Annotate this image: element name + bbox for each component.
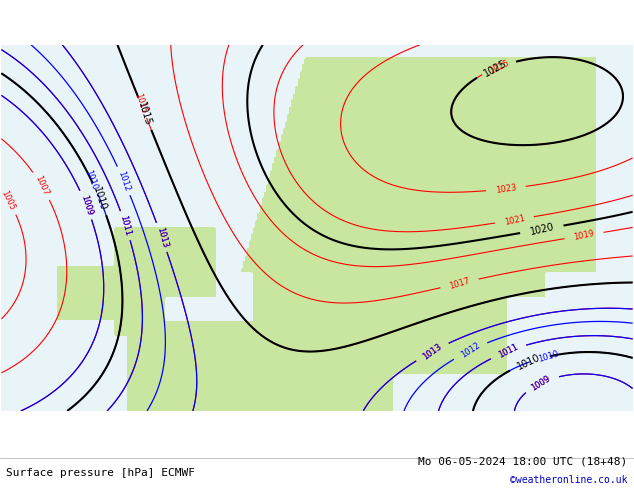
Text: 1007: 1007 [34,174,50,197]
Text: 1010: 1010 [84,169,99,192]
Text: 1012: 1012 [459,341,481,360]
Text: Surface pressure [hPa] ECMWF: Surface pressure [hPa] ECMWF [6,468,195,478]
Text: 1010: 1010 [516,352,542,372]
Text: 1011: 1011 [496,343,519,360]
Text: 1005: 1005 [0,189,16,212]
Text: 1009: 1009 [529,373,552,392]
Text: 1013: 1013 [155,226,169,249]
Text: 1017: 1017 [448,276,471,291]
Text: 1025: 1025 [482,58,508,78]
Text: 1019: 1019 [573,229,595,242]
Text: 1011: 1011 [119,214,133,237]
Text: Mo 06-05-2024 18:00 UTC (18+48): Mo 06-05-2024 18:00 UTC (18+48) [418,457,628,466]
Text: 1009: 1009 [79,194,94,217]
Text: 1011: 1011 [496,343,519,360]
Text: 1011: 1011 [119,214,133,237]
Text: 1023: 1023 [495,183,517,195]
Text: 1015: 1015 [136,100,153,127]
Text: 1015: 1015 [133,92,148,115]
Text: 1009: 1009 [529,373,552,392]
Text: 1013: 1013 [155,226,169,249]
Text: 1021: 1021 [503,213,526,226]
Text: 1010: 1010 [91,186,108,212]
Text: ©weatheronline.co.uk: ©weatheronline.co.uk [510,475,628,485]
Text: 1025: 1025 [488,58,510,75]
Text: 1012: 1012 [116,170,131,192]
Text: 1020: 1020 [529,221,555,237]
Text: 1013: 1013 [421,342,443,362]
Text: 1010: 1010 [537,349,560,364]
Text: 1013: 1013 [421,342,443,362]
Text: 1009: 1009 [79,194,94,217]
